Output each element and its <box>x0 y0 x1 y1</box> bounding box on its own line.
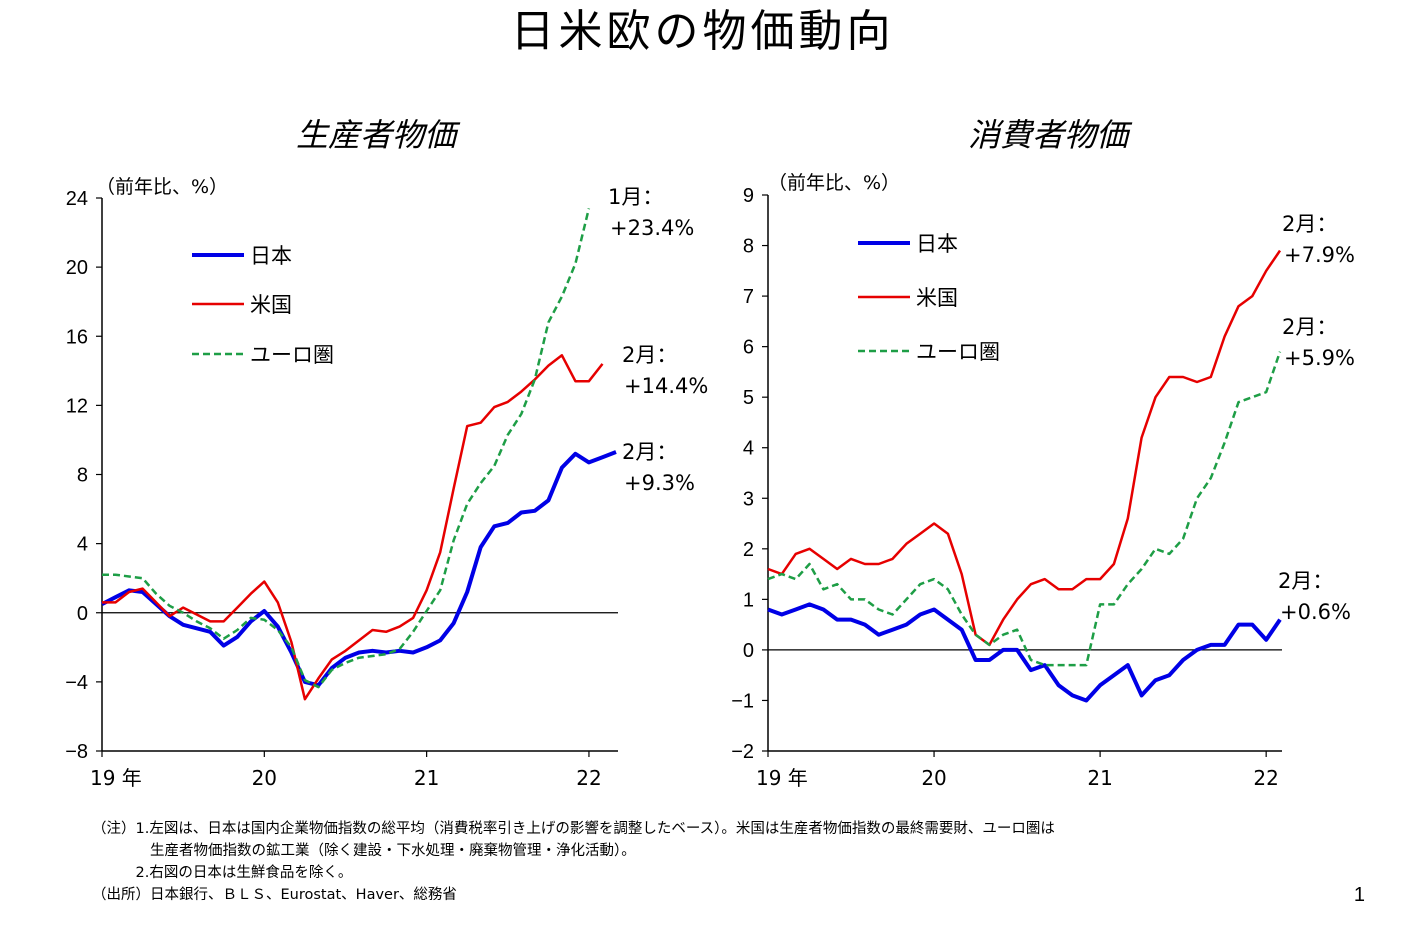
annotation-month: 2月： <box>622 440 677 464</box>
y-tick-label: 24 <box>66 188 88 210</box>
y-tick-label: −1 <box>731 690 754 712</box>
y-tick-label: −4 <box>65 672 88 694</box>
series-line-us <box>102 354 604 701</box>
annotation-month: 2月： <box>622 343 677 367</box>
x-tick-label: 20 <box>921 766 946 790</box>
series-line-euro <box>102 208 591 689</box>
legend-label-euro: ユーロ圏 <box>916 340 1000 364</box>
y-tick-label: 3 <box>743 488 754 510</box>
y-tick-label: 8 <box>77 465 88 487</box>
annotation-value: +9.3% <box>624 471 695 495</box>
footnote-line: 生産者物価指数の鉱工業（除く建設・下水処理・廃棄物管理・浄化活動）。 <box>92 843 636 859</box>
chart-title: 消費者物価 <box>968 116 1133 154</box>
y-axis-label: （前年比、%） <box>96 176 228 198</box>
x-tick-label: 19 年 <box>756 766 808 790</box>
legend-label-euro: ユーロ圏 <box>250 343 334 367</box>
page-title: 日米欧の物価動向 <box>510 6 895 57</box>
chart-title: 生産者物価 <box>296 116 461 154</box>
legend-label-japan: 日本 <box>250 244 292 268</box>
series-line-euro <box>767 351 1282 667</box>
annotation-value: +7.9% <box>1284 243 1355 267</box>
y-tick-label: 2 <box>743 539 754 561</box>
y-tick-label: 0 <box>743 640 754 662</box>
y-tick-label: 16 <box>66 326 88 348</box>
y-tick-label: 4 <box>743 438 754 460</box>
y-tick-label: −2 <box>731 741 754 763</box>
y-tick-label: 1 <box>743 589 754 611</box>
annotation-value: +23.4% <box>610 216 694 240</box>
y-tick-label: 8 <box>743 236 754 258</box>
x-tick-label: 21 <box>1087 766 1112 790</box>
footnotes: （注）1.左図は、日本は国内企業物価指数の総平均（消費税率引き上げの影響を調整し… <box>92 818 1055 906</box>
legend-label-us: 米国 <box>250 293 292 317</box>
legend-label-japan: 日本 <box>916 232 958 256</box>
y-axis-label: （前年比、%） <box>768 172 900 194</box>
series-line-us <box>767 249 1282 647</box>
x-tick-label: 19 年 <box>90 766 142 790</box>
annotation-value: +5.9% <box>1284 346 1355 370</box>
x-tick-label: 21 <box>414 766 439 790</box>
y-tick-label: −8 <box>65 741 88 763</box>
annotation-month: 2月： <box>1282 212 1337 236</box>
annotation-month: 2月： <box>1278 569 1333 593</box>
y-tick-label: 20 <box>66 257 88 279</box>
y-tick-label: 6 <box>743 337 754 359</box>
footnote-line: 2.右図の日本は生鮮食品を除く。 <box>92 865 353 881</box>
y-tick-label: 4 <box>77 534 88 556</box>
y-tick-label: 12 <box>66 395 88 417</box>
footnote-line: （注）1.左図は、日本は国内企業物価指数の総平均（消費税率引き上げの影響を調整し… <box>92 821 1055 837</box>
page-number: 1 <box>1353 884 1365 906</box>
annotation-month: 1月： <box>608 185 663 209</box>
y-tick-label: 7 <box>743 286 754 308</box>
series-line-japan <box>767 602 1282 703</box>
y-tick-label: 9 <box>743 185 754 207</box>
x-tick-label: 22 <box>1253 766 1278 790</box>
y-tick-label: 0 <box>77 603 88 625</box>
x-tick-label: 20 <box>252 766 277 790</box>
annotation-value: +0.6% <box>1280 600 1351 624</box>
y-tick-label: 5 <box>743 387 754 409</box>
x-tick-label: 22 <box>576 766 601 790</box>
annotation-value: +14.4% <box>624 374 708 398</box>
annotation-month: 2月： <box>1282 315 1337 339</box>
series-line-japan <box>101 450 617 688</box>
legend-label-us: 米国 <box>916 286 958 310</box>
footnote-line: （出所）日本銀行、ＢＬＳ、Eurostat、Haver、総務省 <box>92 887 457 903</box>
